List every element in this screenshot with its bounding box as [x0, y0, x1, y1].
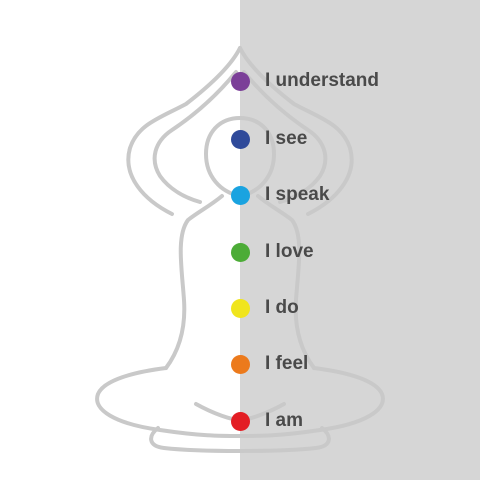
gray-background-panel — [240, 0, 480, 480]
chakra-label: I do — [265, 297, 299, 318]
chakra-dot-throat — [231, 186, 250, 205]
chakra-dot-crown — [231, 72, 250, 91]
chakra-label: I see — [265, 128, 308, 149]
chakra-label: I understand — [265, 70, 380, 91]
chakra-dot-root — [231, 412, 250, 431]
chakra-dot-heart — [231, 243, 250, 262]
chakra-label: I speak — [265, 184, 330, 205]
chakra-label: I love — [265, 241, 314, 262]
chakra-dot-sacral — [231, 355, 250, 374]
chakra-label: I am — [265, 410, 304, 431]
chakra-dot-third-eye — [231, 130, 250, 149]
chakra-dot-solar-plexus — [231, 299, 250, 318]
chakra-label: I feel — [265, 353, 309, 374]
